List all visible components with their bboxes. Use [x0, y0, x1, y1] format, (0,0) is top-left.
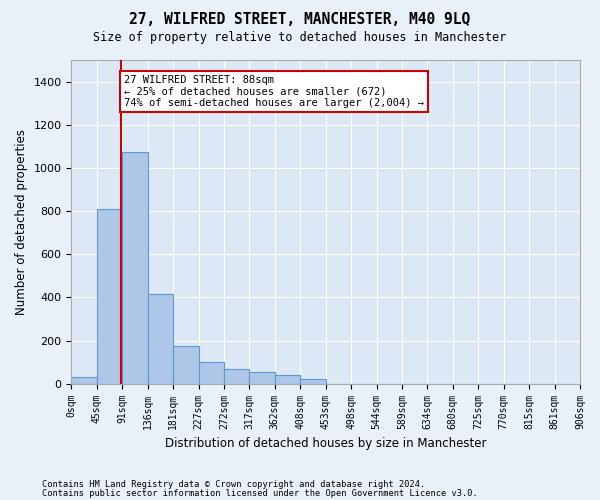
- Text: Contains HM Land Registry data © Crown copyright and database right 2024.: Contains HM Land Registry data © Crown c…: [42, 480, 425, 489]
- Bar: [97, 209, 122, 384]
- Bar: [250, 372, 275, 384]
- Bar: [71, 377, 97, 384]
- Bar: [199, 362, 224, 384]
- Text: 27 WILFRED STREET: 88sqm
← 25% of detached houses are smaller (672)
74% of semi-: 27 WILFRED STREET: 88sqm ← 25% of detach…: [124, 75, 424, 108]
- Bar: [275, 375, 300, 384]
- Y-axis label: Number of detached properties: Number of detached properties: [15, 129, 28, 315]
- Bar: [122, 152, 148, 384]
- Bar: [173, 346, 199, 384]
- Bar: [148, 294, 173, 384]
- Text: Contains public sector information licensed under the Open Government Licence v3: Contains public sector information licen…: [42, 488, 478, 498]
- X-axis label: Distribution of detached houses by size in Manchester: Distribution of detached houses by size …: [165, 437, 487, 450]
- Text: Size of property relative to detached houses in Manchester: Size of property relative to detached ho…: [94, 31, 506, 44]
- Bar: [300, 380, 326, 384]
- Text: 27, WILFRED STREET, MANCHESTER, M40 9LQ: 27, WILFRED STREET, MANCHESTER, M40 9LQ: [130, 12, 470, 28]
- Bar: [224, 368, 250, 384]
